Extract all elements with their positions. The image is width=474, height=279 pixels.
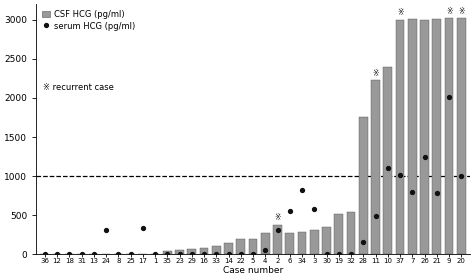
Text: ※: ※ xyxy=(458,7,465,16)
Text: ※: ※ xyxy=(446,7,452,16)
Bar xyxy=(200,248,208,254)
Bar xyxy=(408,19,417,254)
Bar xyxy=(346,212,356,254)
X-axis label: Case number: Case number xyxy=(223,266,283,275)
Bar xyxy=(237,239,245,254)
Bar xyxy=(310,230,319,254)
Text: ※ recurrent case: ※ recurrent case xyxy=(43,83,114,92)
Bar xyxy=(383,67,392,254)
Bar xyxy=(188,249,196,254)
Bar xyxy=(322,227,331,254)
Bar xyxy=(249,239,257,254)
Bar xyxy=(371,80,380,254)
Bar xyxy=(335,215,343,254)
Bar xyxy=(445,18,453,254)
Bar xyxy=(163,251,172,254)
Bar xyxy=(261,233,270,254)
Text: ※: ※ xyxy=(274,213,281,222)
Bar xyxy=(420,20,429,254)
Bar xyxy=(457,18,465,254)
Bar xyxy=(175,250,184,254)
Text: ※: ※ xyxy=(397,8,403,18)
Text: ※: ※ xyxy=(372,69,379,78)
Bar xyxy=(396,20,404,254)
Bar xyxy=(298,232,306,254)
Bar xyxy=(273,225,282,254)
Bar xyxy=(224,243,233,254)
Bar xyxy=(432,19,441,254)
Legend: CSF HCG (pg/ml), serum HCG (pg/ml): CSF HCG (pg/ml), serum HCG (pg/ml) xyxy=(40,8,137,32)
Bar xyxy=(285,233,294,254)
Bar xyxy=(359,117,367,254)
Bar xyxy=(212,246,220,254)
